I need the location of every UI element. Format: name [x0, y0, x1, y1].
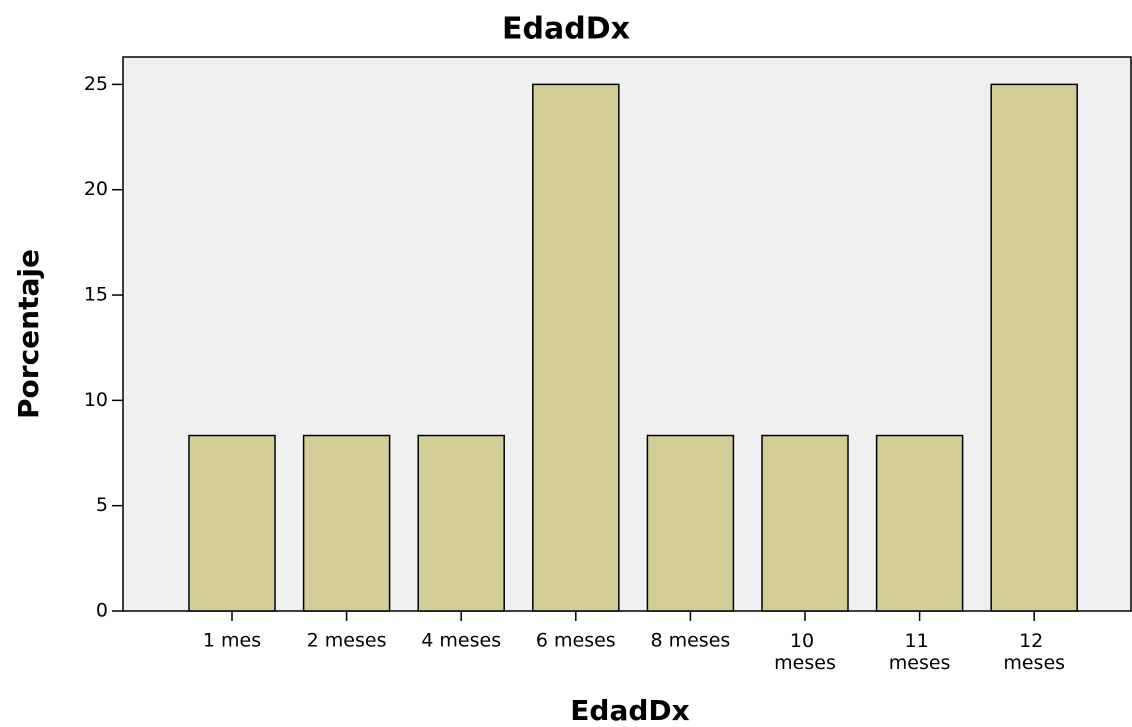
y-tick-label: 10 — [84, 389, 108, 411]
x-tick-label: 6 meses — [536, 630, 616, 652]
bar — [417, 434, 505, 612]
bar — [188, 434, 276, 612]
x-axis-title: EdadDx — [570, 694, 689, 727]
x-tick-label: 2 meses — [307, 630, 387, 652]
bar — [646, 434, 735, 612]
y-axis-title: Porcentaje — [12, 249, 45, 419]
y-tick-label: 25 — [84, 73, 108, 95]
bar — [990, 83, 1078, 612]
y-tick-label: 20 — [84, 178, 108, 200]
x-tick-label: 1 mes — [203, 630, 261, 652]
x-tick-label: 12 meses — [1003, 630, 1065, 674]
x-tick-label: 11 meses — [889, 630, 951, 674]
chart-title: EdadDx — [502, 12, 630, 47]
bar — [532, 83, 620, 612]
y-tick-label: 5 — [96, 494, 108, 516]
x-tick-label: 8 meses — [650, 630, 730, 652]
bar — [761, 434, 849, 612]
bar — [875, 434, 964, 612]
y-tick-label: 15 — [84, 284, 108, 306]
y-tick-label: 0 — [96, 600, 108, 622]
x-tick-label: 4 meses — [421, 630, 501, 652]
bar — [302, 434, 391, 612]
x-tick-label: 10 meses — [774, 630, 836, 674]
